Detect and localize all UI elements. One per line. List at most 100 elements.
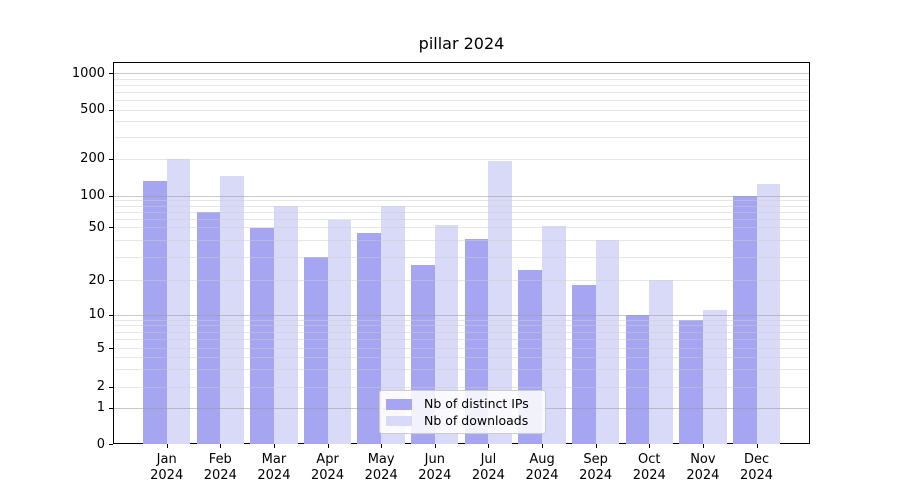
bar-downloads-oct: [649, 280, 673, 444]
y-tick-mark-200: [109, 158, 113, 160]
x-tick-label-mar: Mar 2024: [244, 452, 304, 483]
x-tick-year: 2024: [311, 467, 345, 483]
gridline-minor-70: [114, 211, 809, 213]
bar-downloads-dec: [756, 183, 781, 444]
x-tick-year: 2024: [579, 467, 613, 483]
bar-downloads-jun: [434, 225, 459, 444]
x-tick-mark-apr: [327, 444, 329, 448]
x-tick-year: 2024: [418, 467, 452, 483]
y-tick-label-0: 0: [96, 436, 105, 452]
y-tick-mark-1000: [109, 73, 113, 74]
gridline-minor-5: [114, 348, 809, 349]
y-tick-mark-2: [109, 386, 113, 388]
y-tick-label-1: 1: [96, 400, 105, 415]
bar-distinct-ips-oct: [625, 314, 650, 444]
bar-downloads-jul: [488, 161, 513, 444]
gridline-minor-300: [114, 136, 809, 138]
y-tick-label-100: 100: [80, 188, 105, 203]
x-tick-year: 2024: [364, 467, 398, 483]
x-tick-month: Aug: [529, 452, 555, 467]
x-tick-mark-aug: [542, 444, 544, 448]
y-tick-mark-10: [109, 314, 113, 316]
y-tick-mark-20: [109, 280, 113, 282]
x-tick-mark-oct: [649, 444, 651, 448]
x-tick-label-nov: Nov 2024: [673, 452, 733, 483]
x-tick-label-apr: Apr 2024: [298, 452, 358, 483]
x-tick-year: 2024: [525, 467, 559, 483]
x-tick-month: Dec: [743, 452, 770, 467]
gridline-minor-7: [114, 331, 809, 333]
x-tick-mark-dec: [756, 444, 758, 448]
gridline-minor-600: [114, 99, 809, 101]
x-tick-year: 2024: [739, 467, 774, 483]
x-tick-label-jul: Jul 2024: [458, 452, 518, 483]
gridline-minor-800: [114, 84, 809, 86]
gridline-minor-30: [114, 256, 809, 258]
legend-swatch-downloads: [386, 415, 412, 426]
gridline-minor-40: [114, 239, 809, 241]
x-tick-label-may: May 2024: [351, 452, 411, 483]
y-tick-mark-500: [109, 109, 113, 111]
y-tick-label-2: 2: [96, 379, 105, 394]
x-tick-year: 2024: [686, 467, 720, 483]
x-tick-label-jun: Jun 2024: [405, 452, 465, 483]
x-tick-label-jan: Jan 2024: [137, 452, 197, 483]
gridline-minor-90: [114, 200, 809, 202]
x-tick-month: Feb: [208, 452, 232, 467]
bar-distinct-ips-may: [357, 233, 382, 444]
bar-distinct-ips-nov: [679, 319, 703, 444]
gridline-minor-500: [114, 109, 809, 111]
x-tick-mark-feb: [220, 444, 222, 448]
x-tick-year: 2024: [150, 467, 184, 483]
gridline-major-1000: [114, 73, 809, 74]
x-tick-month: Apr: [316, 452, 339, 467]
x-tick-month: Jun: [424, 452, 445, 467]
x-tick-month: Sep: [583, 452, 608, 467]
x-tick-month: Oct: [638, 452, 661, 467]
x-tick-label-aug: Aug 2024: [512, 452, 572, 483]
y-tick-label-20: 20: [88, 272, 105, 288]
x-tick-month: Jul: [480, 452, 497, 467]
y-tick-mark-50: [109, 227, 113, 228]
bar-downloads-sep: [595, 239, 620, 444]
gridline-minor-900: [114, 78, 809, 80]
x-tick-month: May: [367, 452, 395, 467]
y-tick-label-500: 500: [80, 102, 105, 117]
x-tick-mark-may: [381, 444, 383, 448]
x-tick-year: 2024: [257, 467, 291, 483]
y-tick-label-10: 10: [88, 307, 105, 322]
x-tick-month: Nov: [690, 452, 716, 467]
x-tick-mark-jun: [434, 444, 436, 448]
x-tick-mark-jan: [166, 444, 168, 448]
y-tick-label-200: 200: [80, 151, 105, 166]
gridline-minor-20: [114, 280, 809, 282]
gridline-minor-8: [114, 325, 809, 327]
y-tick-mark-100: [109, 195, 113, 197]
chart-title: pillar 2024: [418, 34, 505, 53]
y-tick-label-5: 5: [96, 340, 105, 356]
gridline-minor-2: [114, 386, 809, 388]
x-tick-mark-nov: [702, 444, 704, 448]
legend-label-distinct-ips: Nb of distinct IPs: [424, 396, 529, 411]
x-tick-year: 2024: [203, 467, 237, 483]
gridline-minor-60: [114, 218, 809, 220]
bar-distinct-ips-apr: [303, 256, 328, 444]
x-tick-mark-mar: [273, 444, 275, 448]
gridline-minor-3: [114, 369, 809, 371]
x-tick-label-sep: Sep 2024: [566, 452, 626, 483]
x-tick-label-feb: Feb 2024: [190, 452, 250, 483]
x-tick-label-dec: Dec 2024: [727, 452, 787, 483]
y-tick-label-1000: 1000: [71, 65, 105, 81]
x-tick-mark-sep: [595, 444, 597, 448]
legend-swatch-distinct-ips: [386, 399, 412, 410]
x-tick-month: Jan: [156, 452, 177, 467]
y-tick-label-50: 50: [88, 219, 105, 235]
gridline-minor-400: [114, 121, 809, 123]
x-tick-month: Mar: [261, 452, 287, 467]
bar-downloads-jan: [166, 158, 191, 444]
bar-downloads-feb: [220, 175, 244, 444]
bar-distinct-ips-mar: [250, 228, 274, 444]
y-tick-mark-5: [109, 348, 113, 349]
gridline-minor-50: [114, 227, 809, 228]
